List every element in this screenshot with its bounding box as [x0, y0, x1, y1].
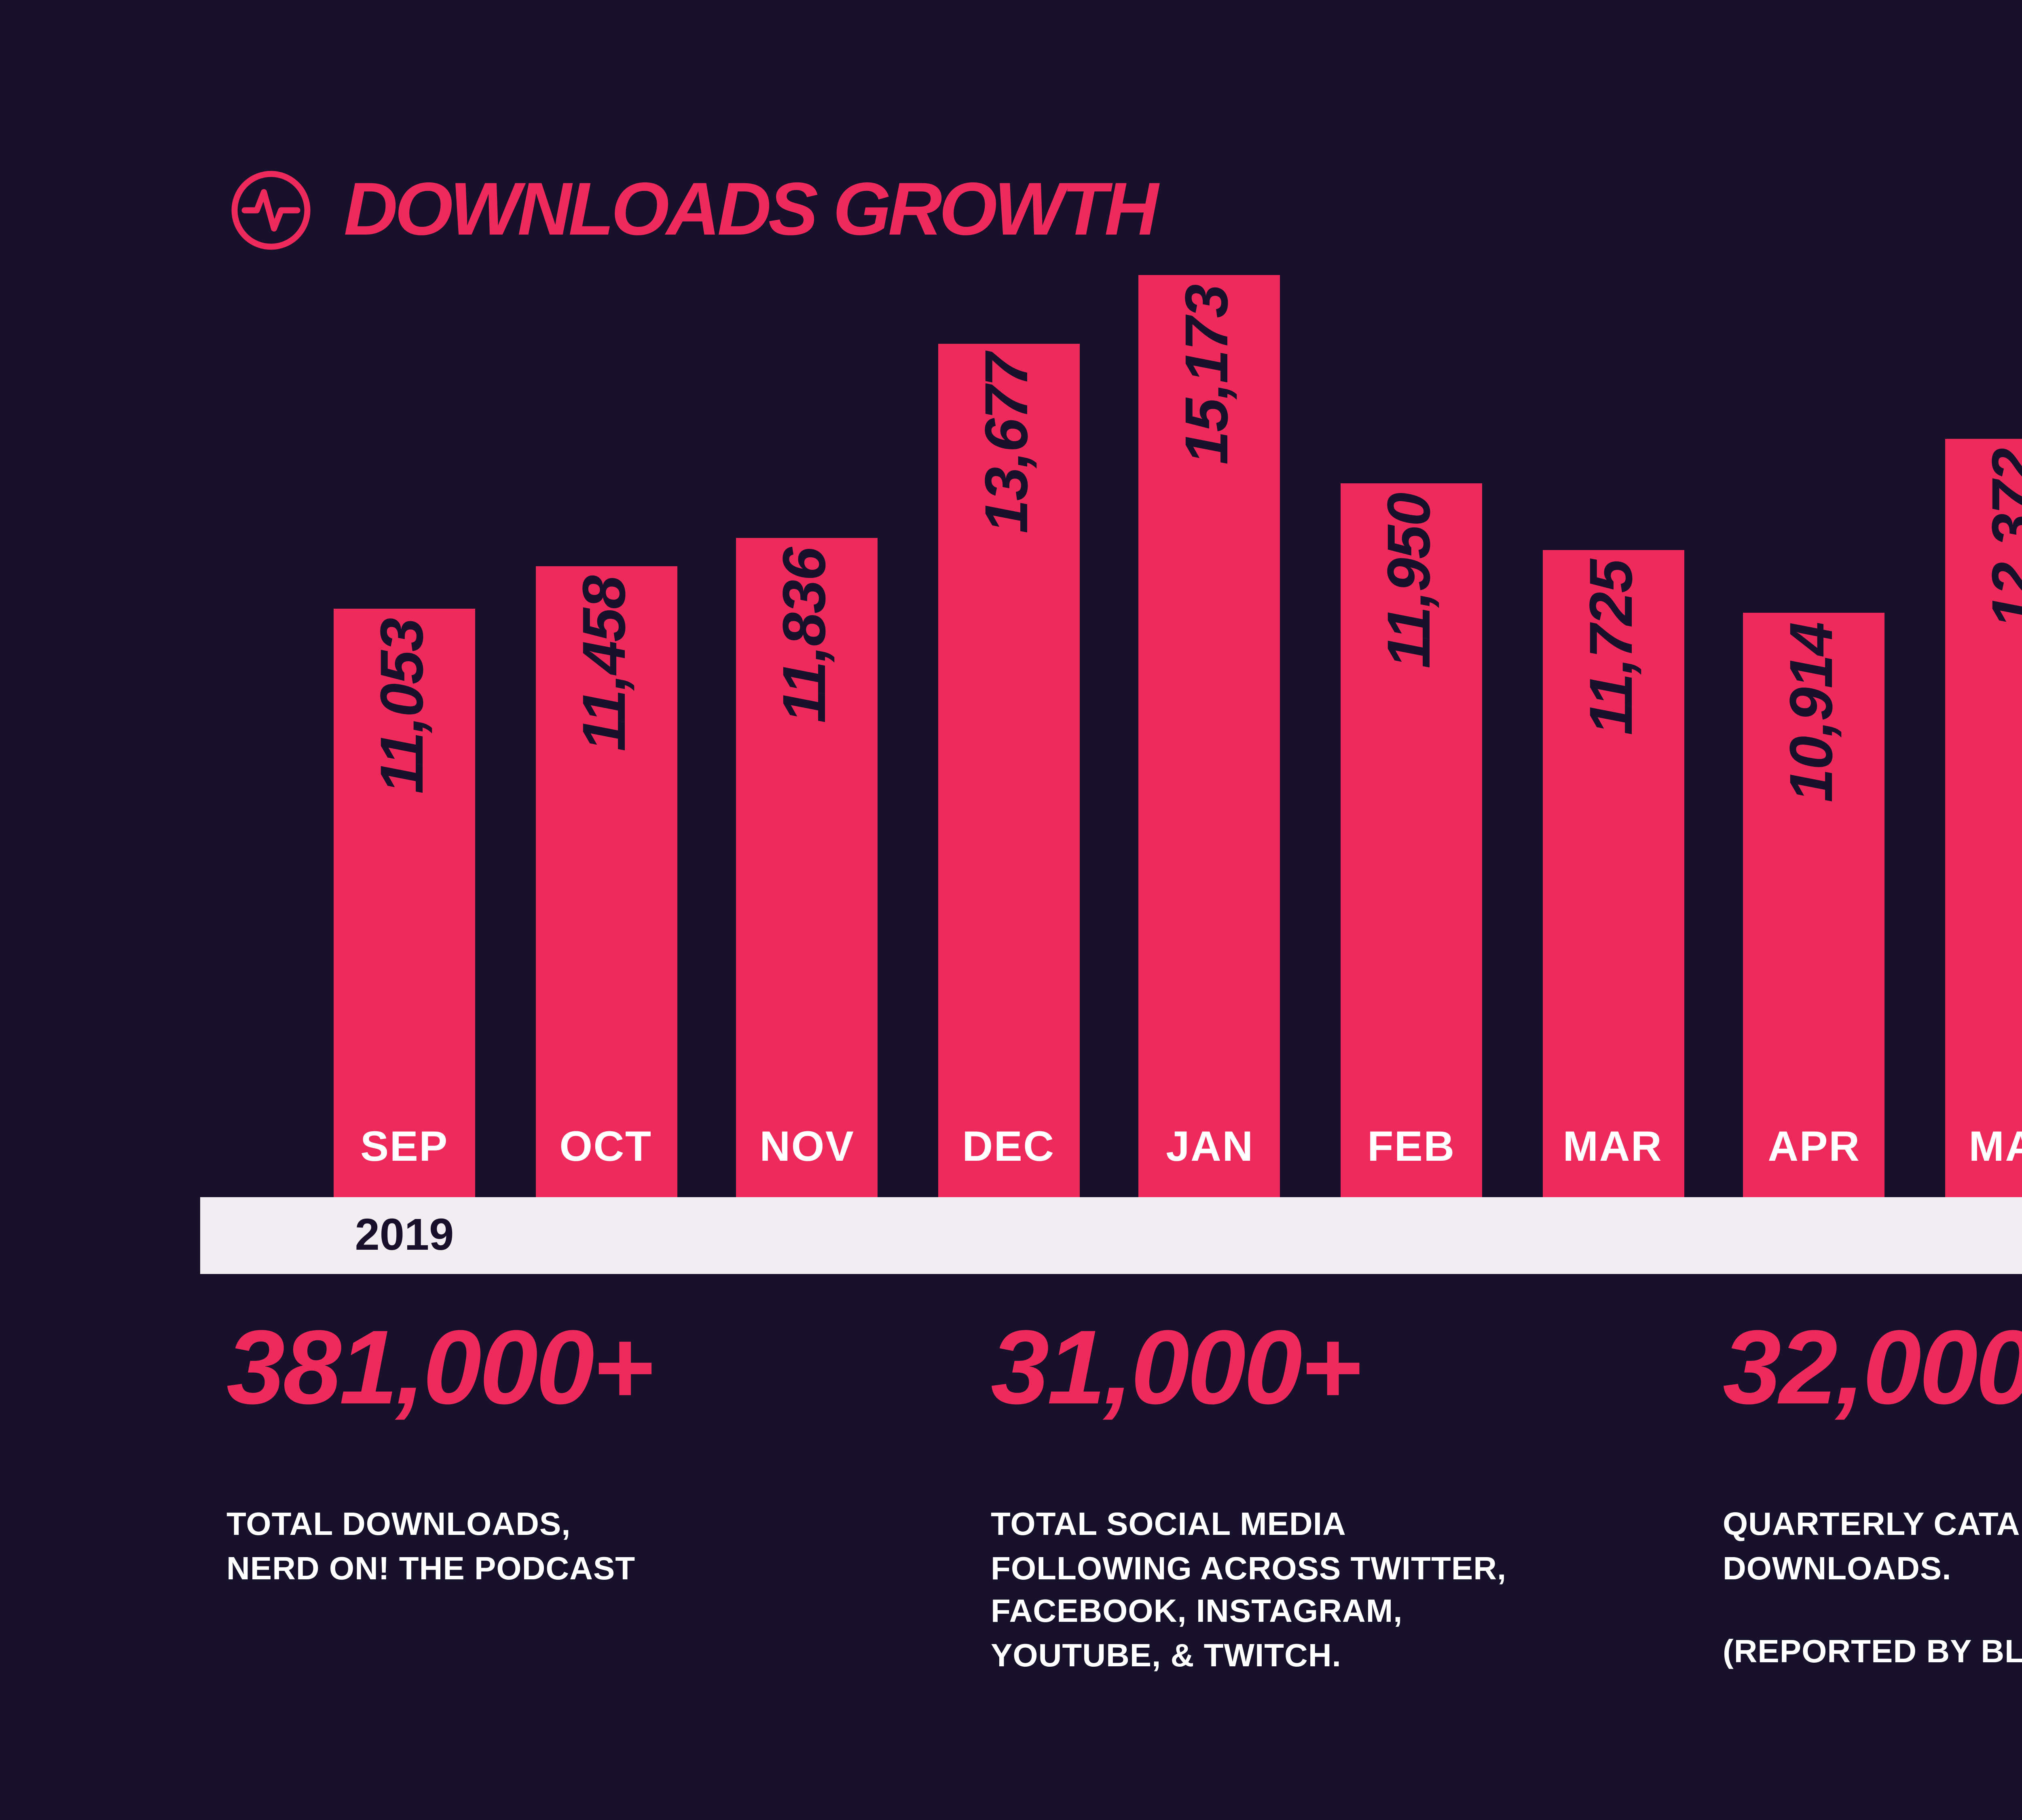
bar-value-label: 15,173 — [1175, 285, 1242, 465]
bar-month-label: SEP — [360, 1124, 448, 1171]
stat-note: (REPORTED BY BLUBRRY.) — [1723, 1636, 2022, 1671]
bar-sep-2019: 11,053 SEP — [334, 609, 475, 1197]
stat-value: 381,000+ — [226, 1310, 654, 1428]
bar-jan-2020: 15,173 JAN — [1139, 275, 1281, 1197]
bar-value-label: 12,372 — [1981, 449, 2022, 629]
bar-feb-2020: 11,950 FEB — [1341, 483, 1482, 1197]
bar-month-label: DEC — [962, 1124, 1055, 1171]
page-title: DOWNLOADS GROWTH — [344, 168, 1159, 251]
stats-row: 381,000+ TOTAL DOWNLOADS, NERD ON! THE P… — [0, 1310, 2022, 1804]
bar-value-label: 13,677 — [974, 354, 1041, 533]
header: DOWNLOADS GROWTH — [226, 166, 1159, 255]
stat-quarterly-catalog: 32,000+ QUARTERLY CATALOG DOWNLOADS. (RE… — [1723, 1310, 2022, 1676]
bar-value-label: 11,950 — [1377, 493, 1444, 669]
timeline-band: 2019 2020 — [200, 1197, 2022, 1274]
year-label-start: 2019 — [355, 1209, 454, 1260]
bar-value-label: 11,053 — [370, 619, 437, 794]
bar-month-label: NOV — [759, 1124, 855, 1171]
stat-total-downloads: 381,000+ TOTAL DOWNLOADS, NERD ON! THE P… — [226, 1310, 894, 1632]
stat-value: 32,000+ — [1723, 1310, 2022, 1428]
waveform-logo-icon — [226, 166, 315, 255]
bar-value-label: 11,458 — [571, 576, 638, 751]
stat-value: 31,000+ — [991, 1310, 1362, 1428]
bar-month-label: FEB — [1367, 1124, 1455, 1171]
bar-month-label: APR — [1768, 1124, 1861, 1171]
bar-value-label: 11,836 — [772, 548, 840, 723]
bar-value-label: 11,725 — [1578, 560, 1645, 735]
bar-may-2020: 12,372 MAY — [1944, 439, 2022, 1197]
stat-description: TOTAL SOCIAL MEDIA FOLLOWING ACROSS TWIT… — [991, 1509, 1507, 1674]
bar-mar-2020: 11,725 MAR — [1542, 550, 1684, 1197]
bar-month-label: MAR — [1563, 1124, 1663, 1171]
bar-month-label: MAY — [1969, 1124, 2022, 1171]
bar-nov-2019: 11,836 NOV — [736, 538, 878, 1197]
stat-description: TOTAL DOWNLOADS, NERD ON! THE PODCAST — [226, 1509, 636, 1587]
bar-dec-2019: 13,677 DEC — [937, 344, 1079, 1197]
stat-social-following: 31,000+ TOTAL SOCIAL MEDIA FOLLOWING ACR… — [991, 1310, 1658, 1720]
bar-month-label: OCT — [559, 1124, 652, 1171]
stat-description: QUARTERLY CATALOG DOWNLOADS. — [1723, 1509, 2022, 1587]
bar-oct-2019: 11,458 OCT — [535, 566, 677, 1197]
bar-value-label: 10,914 — [1779, 623, 1846, 802]
bar-apr-2020: 10,914 APR — [1743, 613, 1885, 1197]
bar-month-label: JAN — [1166, 1124, 1254, 1171]
